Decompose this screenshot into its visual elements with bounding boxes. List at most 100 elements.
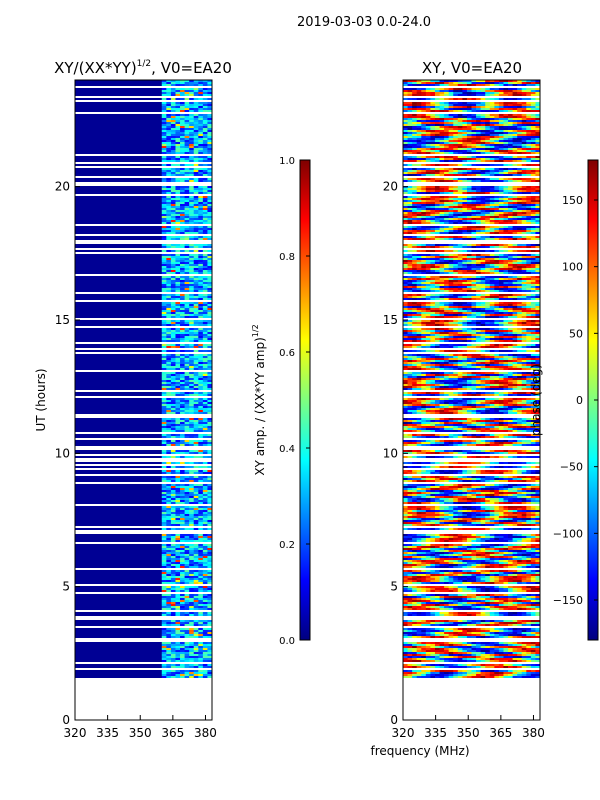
heatmap-cell bbox=[161, 266, 167, 268]
heatmap-cell bbox=[180, 378, 185, 380]
heatmap-cell bbox=[189, 142, 195, 144]
heatmap-cell bbox=[170, 310, 176, 312]
heatmap-cell bbox=[152, 470, 158, 472]
heatmap-cell bbox=[175, 294, 181, 296]
heatmap-cell bbox=[138, 424, 144, 426]
heatmap-cell bbox=[97, 170, 103, 172]
heatmap-cell bbox=[79, 116, 85, 118]
heatmap-cell bbox=[97, 218, 103, 220]
heatmap-cell bbox=[88, 160, 94, 162]
heatmap-cell bbox=[138, 378, 144, 380]
heatmap-cell bbox=[180, 294, 185, 296]
heatmap-cell bbox=[193, 314, 199, 316]
heatmap-cell bbox=[207, 94, 213, 96]
heatmap-cell bbox=[157, 94, 163, 96]
heatmap-cell bbox=[88, 336, 94, 338]
heatmap-cell bbox=[116, 146, 122, 148]
heatmap-cell bbox=[207, 80, 213, 82]
heatmap-cell bbox=[125, 362, 131, 364]
heatmap-cell bbox=[161, 366, 167, 368]
heatmap-cell bbox=[166, 488, 172, 490]
heatmap-cell bbox=[93, 288, 99, 290]
heatmap-cell bbox=[120, 164, 126, 166]
heatmap-cell bbox=[120, 104, 126, 106]
heatmap-cell bbox=[125, 258, 131, 260]
heatmap-cell bbox=[184, 90, 190, 92]
heatmap-cell bbox=[125, 266, 131, 268]
heatmap-cell bbox=[116, 466, 122, 468]
heatmap-cell bbox=[106, 256, 112, 258]
heatmap-cell bbox=[88, 156, 94, 158]
heatmap-cell bbox=[88, 114, 94, 116]
heatmap-cell bbox=[97, 294, 103, 296]
heatmap-cell bbox=[180, 366, 185, 368]
heatmap-cell bbox=[88, 304, 94, 306]
heatmap-cell bbox=[157, 492, 163, 494]
heatmap-cell bbox=[116, 130, 122, 132]
heatmap-cell bbox=[111, 270, 117, 272]
heatmap-cell bbox=[84, 354, 90, 356]
heatmap-cell bbox=[93, 98, 99, 100]
heatmap-cell bbox=[129, 492, 135, 494]
heatmap-cell bbox=[148, 260, 154, 262]
heatmap-cell bbox=[93, 272, 99, 274]
heatmap-cell bbox=[166, 260, 172, 262]
heatmap-cell bbox=[207, 306, 213, 308]
heatmap-cell bbox=[129, 104, 135, 106]
heatmap-cell bbox=[202, 444, 208, 446]
heatmap-cell bbox=[143, 236, 149, 238]
heatmap-cell bbox=[106, 226, 112, 228]
heatmap-cell bbox=[134, 462, 140, 464]
heatmap-cell bbox=[180, 188, 185, 190]
heatmap-cell bbox=[111, 434, 117, 436]
heatmap-cell bbox=[102, 232, 108, 234]
heatmap-cell bbox=[152, 152, 158, 154]
heatmap-cell bbox=[97, 94, 103, 96]
heatmap-cell bbox=[143, 276, 149, 278]
heatmap-cell bbox=[166, 286, 172, 288]
heatmap-cell bbox=[116, 406, 122, 408]
heatmap-cell bbox=[88, 290, 94, 292]
heatmap-cell bbox=[166, 384, 172, 386]
heatmap-cell bbox=[116, 412, 122, 414]
heatmap-cell bbox=[202, 90, 208, 92]
heatmap-cell bbox=[75, 494, 80, 496]
heatmap-cell bbox=[106, 314, 112, 316]
heatmap-cell bbox=[152, 422, 158, 424]
heatmap-cell bbox=[198, 110, 204, 112]
heatmap-cell bbox=[84, 190, 90, 192]
heatmap-cell bbox=[166, 116, 172, 118]
heatmap-cell bbox=[93, 400, 99, 402]
heatmap-cell bbox=[106, 452, 112, 454]
heatmap-cell bbox=[184, 478, 190, 480]
heatmap-cell bbox=[157, 258, 163, 260]
heatmap-cell bbox=[84, 310, 90, 312]
heatmap-cell bbox=[184, 276, 190, 278]
heatmap-cell bbox=[88, 150, 94, 152]
heatmap-cell bbox=[170, 196, 176, 198]
heatmap-cell bbox=[207, 330, 213, 332]
heatmap-cell bbox=[84, 98, 90, 100]
heatmap-cell bbox=[170, 372, 176, 374]
heatmap-cell bbox=[120, 400, 126, 402]
heatmap-cell bbox=[193, 378, 199, 380]
heatmap-cell bbox=[129, 388, 135, 390]
heatmap-cell bbox=[161, 144, 167, 146]
heatmap-cell bbox=[198, 462, 204, 464]
heatmap-cell bbox=[138, 450, 144, 452]
heatmap-cell bbox=[143, 444, 149, 446]
heatmap-cell bbox=[125, 126, 131, 128]
heatmap-cell bbox=[102, 104, 108, 106]
heatmap-cell bbox=[170, 434, 176, 436]
heatmap-cell bbox=[198, 266, 204, 268]
heatmap-cell bbox=[88, 168, 94, 170]
heatmap-cell bbox=[111, 412, 117, 414]
heatmap-cell bbox=[84, 368, 90, 370]
heatmap-cell bbox=[166, 226, 172, 228]
heatmap-cell bbox=[180, 244, 185, 246]
heatmap-cell bbox=[102, 114, 108, 116]
heatmap-cell bbox=[102, 158, 108, 160]
heatmap-cell bbox=[148, 250, 154, 252]
heatmap-cell bbox=[161, 210, 167, 212]
heatmap-cell bbox=[166, 406, 172, 408]
